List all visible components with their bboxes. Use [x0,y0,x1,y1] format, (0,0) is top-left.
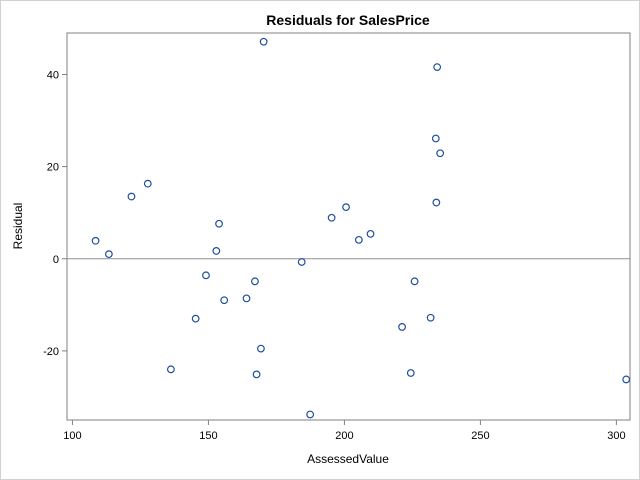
data-point [410,277,419,286]
data-point [342,203,350,212]
y-tick-label: 20 [47,162,59,174]
data-point [306,410,315,419]
x-tick-label: 200 [335,430,353,442]
data-point [297,258,306,266]
data-point [212,247,221,255]
data-point [257,344,265,353]
plot-area [66,32,631,421]
data-point [191,314,200,323]
data-point [366,229,375,238]
x-tick-label: 250 [471,430,489,442]
data-point [252,370,261,379]
data-point [436,149,445,158]
chart-title: Residuals for SalesPrice [266,12,430,28]
data-point [432,198,441,207]
x-tick-label: 100 [63,430,81,442]
data-point [104,250,113,259]
data-point [251,277,259,286]
data-point [166,365,175,374]
data-point [426,313,435,322]
y-axis-label: Residual [11,203,25,250]
data-point [143,179,152,188]
data-point [406,369,415,377]
data-point [354,235,363,244]
data-point [431,134,440,143]
x-axis-ticks: 100 150 200 250 300 [63,420,626,442]
data-point [242,294,251,303]
data-point [91,236,100,245]
data-point [259,37,268,46]
y-tick-label: 0 [53,254,59,266]
data-point [327,213,336,222]
data-point [202,271,210,280]
data-point [220,296,229,305]
x-tick-label: 300 [607,430,625,442]
data-points [91,37,631,419]
y-tick-label: -20 [43,346,59,358]
data-point [433,63,442,71]
data-point [215,219,223,228]
data-point [127,192,136,201]
data-point [398,323,406,331]
x-tick-label: 150 [199,430,217,442]
y-axis-ticks: -20 0 20 40 [43,69,67,358]
x-axis-label: AssessedValue [307,452,389,466]
y-tick-label: 40 [47,69,59,81]
data-point [622,375,631,384]
